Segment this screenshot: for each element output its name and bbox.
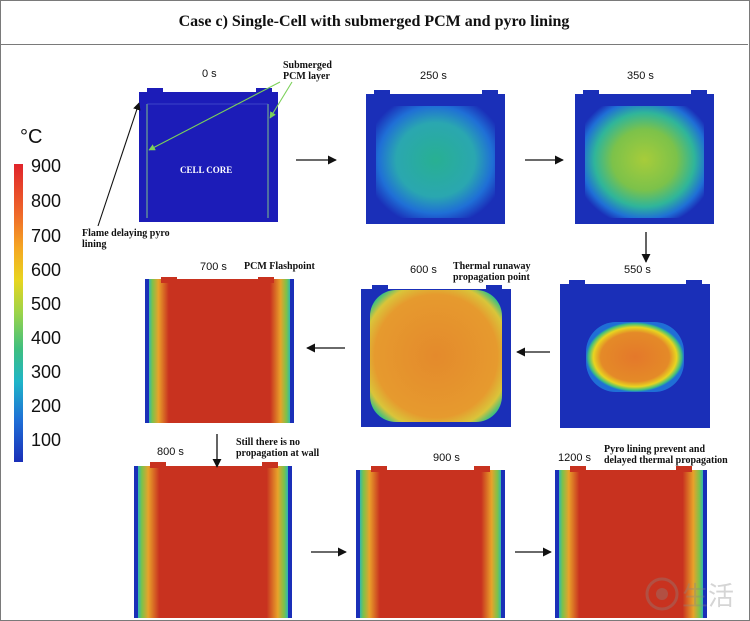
colorbar-unit: °C bbox=[20, 126, 43, 148]
time-label-250s: 250 s bbox=[420, 70, 447, 82]
colorbar-tick-100: 100 bbox=[31, 430, 62, 450]
annotation-pointers bbox=[97, 81, 293, 227]
time-label-550s: 550 s bbox=[624, 264, 651, 276]
colorbar-tick-800: 800 bbox=[31, 191, 62, 211]
watermark-text: 生活 bbox=[682, 582, 734, 612]
colorbar-tick-900: 900 bbox=[31, 156, 62, 176]
submerged-pcm-label: Submerged PCM layer bbox=[283, 60, 332, 82]
flow-arrows bbox=[212, 155, 651, 557]
flame-pyro-label: Flame delaying pyro lining bbox=[82, 228, 170, 250]
no-propagation-label: Still there is no propagation at wall bbox=[236, 437, 320, 459]
panel-900s bbox=[356, 466, 505, 618]
colorbar bbox=[14, 164, 23, 462]
colorbar-tick-200: 200 bbox=[31, 396, 62, 416]
pcm-flashpoint-label: PCM Flashpoint bbox=[244, 261, 315, 272]
panel-800s bbox=[134, 462, 292, 618]
time-label-1200s: 1200 s bbox=[558, 452, 592, 464]
watermark-logo: 生活 bbox=[645, 577, 734, 612]
time-label-700s: 700 s bbox=[200, 261, 227, 273]
time-label-0s: 0 s bbox=[202, 68, 217, 80]
figure-title: Case c) Single-Cell with submerged PCM a… bbox=[0, 0, 748, 45]
time-label-900s: 900 s bbox=[433, 452, 460, 464]
pointer-pcm-right bbox=[269, 81, 293, 119]
colorbar-tick-400: 400 bbox=[31, 328, 62, 348]
time-label-600s: 600 s bbox=[410, 264, 437, 276]
time-label-800s: 800 s bbox=[157, 446, 184, 458]
colorbar-tick-300: 300 bbox=[31, 362, 62, 382]
panel-700s bbox=[145, 277, 294, 423]
colorbar-tick-600: 600 bbox=[31, 260, 62, 280]
time-label-350s: 350 s bbox=[627, 70, 654, 82]
pointer-pyro bbox=[97, 102, 141, 227]
panel-1200s bbox=[555, 466, 707, 618]
cell-core-label: CELL CORE bbox=[180, 165, 233, 175]
panel-350s bbox=[575, 90, 714, 224]
panel-0s bbox=[139, 88, 278, 222]
pointer-pcm-left bbox=[148, 81, 281, 151]
panel-250s bbox=[366, 90, 505, 224]
runaway-point-label: Thermal runaway propagation point bbox=[453, 261, 531, 283]
pyro-prevent-label: Pyro lining prevent and delayed thermal … bbox=[604, 444, 728, 466]
panel-550s bbox=[560, 280, 710, 428]
panel-600s bbox=[361, 285, 511, 427]
colorbar-tick-700: 700 bbox=[31, 226, 62, 246]
colorbar-tick-500: 500 bbox=[31, 294, 62, 314]
